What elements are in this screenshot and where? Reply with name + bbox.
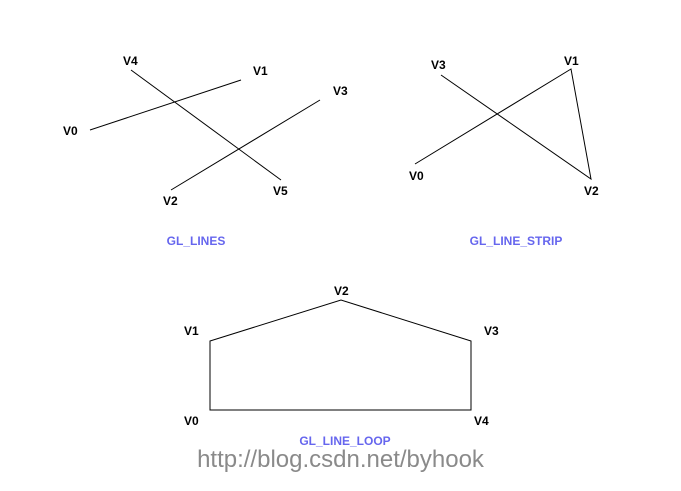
vertex-label-v3: V3 bbox=[484, 324, 499, 338]
vertex-label-v2: V2 bbox=[584, 184, 599, 198]
gl-line-strip-diagram: V0 V1 V2 V3 GL_LINE_STRIP bbox=[409, 54, 599, 248]
vertex-label-v2: V2 bbox=[163, 194, 178, 208]
vertex-label-v2: V2 bbox=[334, 284, 349, 298]
vertex-label-v0: V0 bbox=[409, 169, 424, 183]
segment-v0-v1 bbox=[89, 79, 242, 131]
segment-v2-v3 bbox=[170, 99, 321, 191]
vertex-label-v0: V0 bbox=[184, 414, 199, 428]
vertex-label-v1: V1 bbox=[184, 324, 199, 338]
watermark-url: http://blog.csdn.net/byhook bbox=[197, 446, 484, 473]
vertex-label-v0: V0 bbox=[63, 124, 78, 138]
gl-lines-diagram: V0 V1 V2 V3 V4 V5 GL_LINES bbox=[63, 54, 348, 248]
gl-line-loop-diagram: V0 V1 V2 V3 V4 GL_LINE_LOOP bbox=[184, 284, 499, 448]
vertex-label-v1: V1 bbox=[253, 64, 268, 78]
diagram-title-gl-line-loop: GL_LINE_LOOP bbox=[299, 434, 390, 448]
diagram-title-gl-lines: GL_LINES bbox=[167, 234, 226, 248]
vertex-label-v3: V3 bbox=[333, 84, 348, 98]
vertex-label-v5: V5 bbox=[273, 184, 288, 198]
vertex-label-v4: V4 bbox=[474, 414, 489, 428]
diagram-title-gl-line-strip: GL_LINE_STRIP bbox=[470, 234, 563, 248]
segment-v4-v5 bbox=[130, 69, 282, 181]
vertex-label-v1: V1 bbox=[564, 54, 579, 68]
line-loop-path bbox=[209, 299, 472, 411]
vertex-label-v3: V3 bbox=[431, 58, 446, 72]
line-strip-path bbox=[414, 68, 592, 181]
vertex-label-v4: V4 bbox=[123, 54, 138, 68]
